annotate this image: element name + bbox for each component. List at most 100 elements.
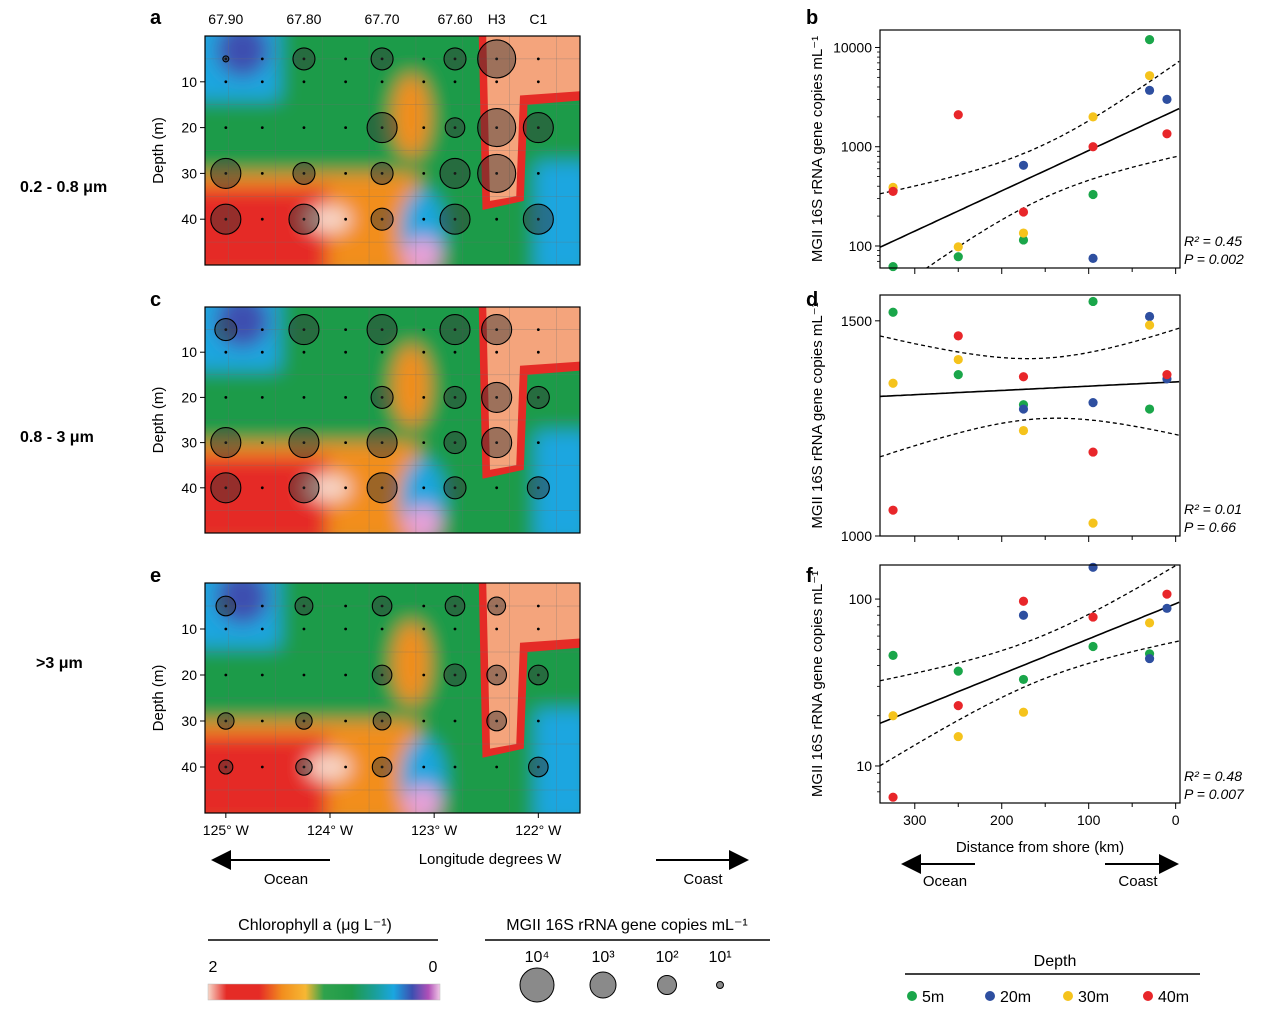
- y-tick-label: 1000: [841, 139, 872, 155]
- confidence-band: [880, 327, 1180, 360]
- sample-dot: [302, 673, 306, 677]
- depth-tick-label: 20: [181, 120, 197, 136]
- mgii-bubble: [444, 595, 466, 617]
- sample-dot: [495, 765, 499, 769]
- sample-dot: [536, 627, 540, 631]
- scatter-point: [1162, 129, 1172, 139]
- sample-dot: [224, 126, 228, 129]
- mgii-bubble: [526, 385, 550, 409]
- mgii-bubble: [371, 664, 393, 686]
- sample-dot: [302, 627, 306, 631]
- sample-dot: [224, 486, 228, 490]
- chlorophyll-legend-max: 2: [209, 959, 218, 976]
- sample-dot: [260, 217, 264, 221]
- sample-dot: [495, 486, 499, 490]
- mgii-bubble: [370, 207, 394, 231]
- longitude-tick-label: 122° W: [515, 822, 562, 838]
- sample-dot: [224, 80, 228, 84]
- p-value-label: P = 0.002: [1184, 251, 1244, 267]
- mgii-bubble: [477, 153, 517, 193]
- scatter-point: [1088, 518, 1098, 528]
- sample-dot: [536, 673, 540, 677]
- sample-dot: [344, 57, 348, 61]
- sample-dot: [224, 350, 228, 354]
- scatter-point: [953, 731, 963, 742]
- sample-dot: [422, 673, 426, 677]
- station-label: H3: [488, 11, 506, 27]
- regression-lines: [880, 60, 1180, 268]
- mgii-bubble: [443, 663, 467, 687]
- x-tick-label: 0: [1172, 812, 1180, 828]
- x-tick-label: 300: [903, 812, 927, 828]
- depth-axis-title: Depth (m): [150, 387, 167, 454]
- mgii-bubble: [295, 712, 313, 730]
- mgii-bubble: [522, 203, 554, 235]
- sample-dot: [495, 396, 499, 399]
- sample-dot: [344, 673, 348, 677]
- panel-letter-f: f: [806, 565, 813, 587]
- sample-dot: [224, 673, 228, 677]
- mgii-size-legend-label: 10²: [655, 949, 679, 966]
- scatter-direction-arrows: Ocean Coast: [901, 854, 1179, 890]
- longitude-axis-title: Longitude degrees W: [419, 851, 562, 868]
- scatter-point: [1018, 425, 1029, 436]
- scatter-point: [1162, 589, 1172, 599]
- sample-dot: [453, 627, 457, 631]
- sample-dot: [302, 604, 306, 608]
- scatter-point: [1088, 562, 1098, 572]
- depth-tick-label: 10: [181, 344, 197, 360]
- sample-dot: [344, 172, 348, 175]
- y-tick-label: 100: [849, 238, 873, 254]
- station-label: 67.70: [365, 11, 400, 27]
- scatter-point: [1018, 674, 1029, 685]
- depth-legend-title: Depth: [1034, 953, 1077, 970]
- mgii-size-legend-label: 10³: [591, 949, 615, 966]
- depth-legend-swatch: [985, 991, 995, 1001]
- mgii-bubble: [481, 381, 513, 413]
- sample-dot: [453, 126, 457, 129]
- mgii-bubble: [292, 161, 316, 185]
- mgii-bubble: [214, 318, 238, 342]
- r-squared-label: R² = 0.45: [1184, 233, 1242, 249]
- mgii-bubble: [288, 203, 320, 235]
- mgii-bubble: [222, 55, 230, 63]
- mgii-bubble: [443, 476, 467, 500]
- sample-dot: [536, 172, 540, 175]
- sample-dot: [536, 80, 540, 84]
- sample-dot: [260, 328, 264, 331]
- regression-lines: [880, 327, 1180, 458]
- depth-tick-label: 20: [181, 389, 197, 405]
- row-label-1: 0.2 - 0.8 μm: [20, 179, 107, 196]
- sample-dot: [453, 441, 457, 444]
- mgii-size-legend-circle: [716, 981, 724, 989]
- scatter-point: [1018, 228, 1029, 238]
- panel-letter-b: b: [806, 7, 818, 29]
- y-tick-label: 10000: [833, 39, 872, 55]
- row-label-2: 0.8 - 3 μm: [20, 429, 94, 446]
- map-ocean-label: Ocean: [264, 871, 308, 888]
- scatter-point: [888, 261, 898, 272]
- scatter-point: [888, 186, 898, 196]
- sample-dot: [302, 441, 306, 444]
- sample-dot: [344, 627, 348, 631]
- sample-dot: [260, 604, 264, 608]
- mgii-legend-title: MGII 16S rRNA gene copies mL⁻¹: [506, 917, 747, 934]
- sample-dot: [224, 172, 228, 175]
- mgii-size-legend-circle: [519, 967, 555, 1003]
- mgii-size-legend-label: 10⁴: [525, 949, 550, 966]
- sample-dot: [453, 172, 457, 175]
- sample-dot: [422, 719, 426, 723]
- sample-dot: [495, 328, 499, 331]
- scatter-point: [1018, 404, 1029, 414]
- station-labels: 67.90 67.80 67.70 67.60 H3 C1: [208, 11, 547, 27]
- mgii-bubble: [215, 595, 237, 617]
- sample-dot: [453, 719, 457, 723]
- mgii-size-legend-circle: [657, 975, 677, 995]
- station-label: C1: [529, 11, 547, 27]
- sample-dot: [260, 57, 264, 61]
- distance-axis-title: Distance from shore (km): [956, 839, 1124, 856]
- sample-dot: [260, 719, 264, 723]
- scatter-point: [888, 711, 898, 721]
- sample-dot: [495, 126, 499, 129]
- sample-dot: [344, 328, 348, 331]
